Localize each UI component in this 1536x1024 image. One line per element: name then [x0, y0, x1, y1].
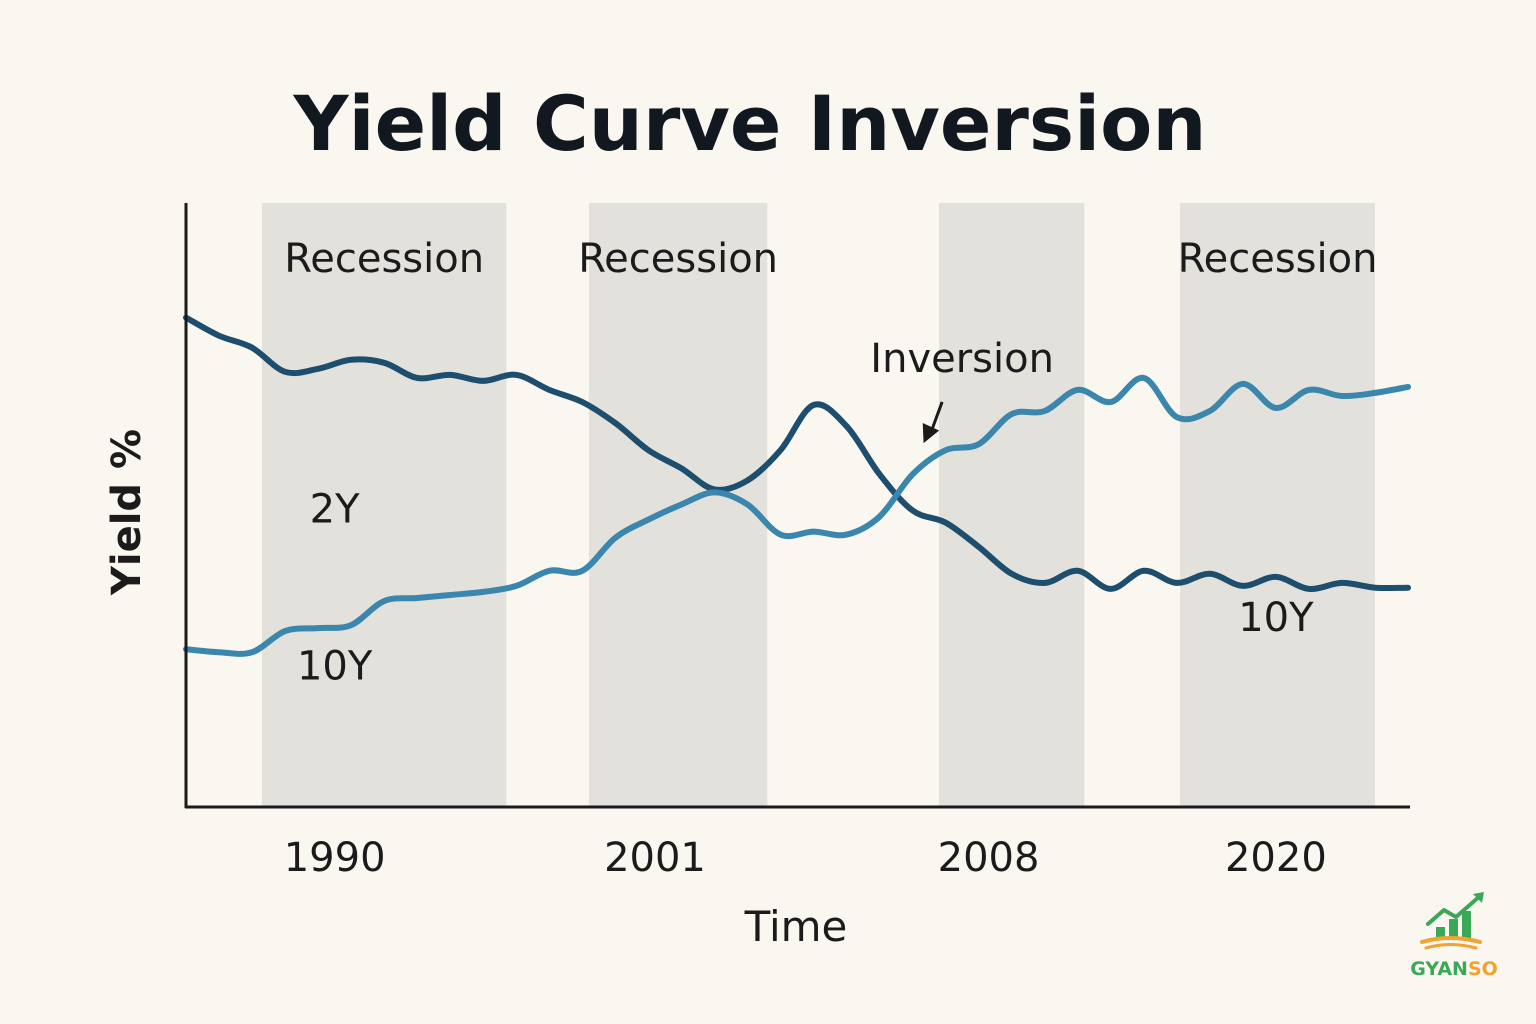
recession-label-0: Recession — [284, 236, 484, 282]
series-line-2y — [183, 314, 1411, 592]
annotations: Inversion — [870, 336, 1054, 444]
series-label-0: 2Y — [310, 487, 360, 533]
x-tick-2008: 2008 — [938, 835, 1040, 881]
x-axis-label: Time — [744, 902, 848, 951]
series-line-10y — [183, 374, 1411, 657]
series-label-2: 10Y — [1238, 595, 1314, 641]
series-labels: 2Y 10Y 10Y — [297, 487, 1314, 690]
logo-graphic — [1420, 892, 1484, 950]
brand-logo: GYANSO — [1410, 892, 1498, 980]
recession-band-0 — [261, 203, 507, 806]
recession-band-3 — [1180, 203, 1375, 806]
axes — [184, 203, 1410, 809]
x-tick-labels: 1990 2001 2008 2020 — [284, 835, 1327, 881]
series-lines — [183, 314, 1411, 657]
annotation-arrowhead-0 — [922, 423, 940, 444]
recession-band-labels: Recession Recession Recession — [284, 236, 1377, 282]
recession-label-1: Recession — [578, 236, 778, 282]
x-tick-1990: 1990 — [284, 835, 386, 881]
x-tick-2020: 2020 — [1225, 835, 1327, 881]
recession-bands — [261, 203, 1375, 806]
x-tick-2001: 2001 — [604, 835, 706, 881]
annotation-label-0: Inversion — [870, 336, 1054, 382]
recession-band-2 — [939, 203, 1085, 806]
logo-text: GYANSO — [1410, 958, 1498, 980]
chart-title: Yield Curve Inversion — [292, 79, 1206, 168]
y-axis-label: Yield % — [104, 429, 150, 596]
series-label-1: 10Y — [297, 643, 373, 689]
recession-label-3: Recession — [1178, 236, 1378, 282]
